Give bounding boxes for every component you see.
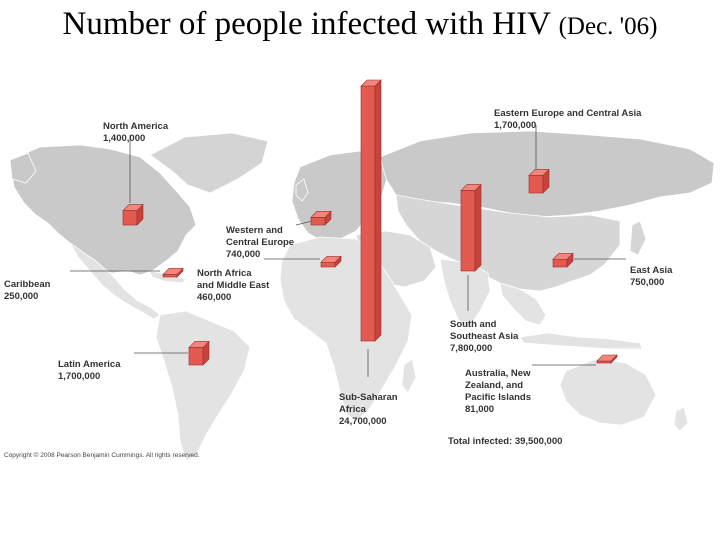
bar-top-sub-saharan-africa [360,79,382,87]
label-australia-nz-pacific: Australia, New Zealand, and Pacific Isla… [465,356,531,428]
north-america-shape [9,144,197,276]
label-latin-america-name: Latin America [58,359,121,370]
label-north-africa-middle-east: North Africa and Middle East 460,000 [197,256,269,316]
bars-layer [122,79,618,366]
label-caribbean-name: Caribbean [4,279,51,290]
label-eastern-europe-value: 1,700,000 [494,120,537,131]
bar-sub-saharan-africa [360,79,382,342]
india-shape [439,258,491,330]
label-east-asia-value: 750,000 [630,277,665,288]
bar-top-east-asia [552,252,574,260]
bar-top-north-america [122,204,144,211]
label-western-central-europe: Western and Central Europe 740,000 [226,213,294,273]
southeast-asia-shape [499,282,547,326]
australia-shape [559,358,657,426]
label-latin-america-value: 1,700,000 [58,371,101,382]
bar-side-sub-saharan-africa [374,79,382,342]
bar-eastern-europe-central-asia [528,168,550,194]
bar-western-central-europe [310,210,332,226]
label-latin-america: Latin America 1,700,000 [58,347,120,395]
bar-front-western-central-europe [310,217,326,226]
label-east-asia: East Asia 750,000 [630,253,672,301]
label-sub-saharan-value: 24,700,000 [339,416,387,427]
alaska-shape [9,152,37,184]
label-south-asia-value: 7,800,000 [450,343,493,354]
bar-australia-nz-pacific [596,354,618,364]
new-zealand-shape [673,406,689,432]
label-eastern-europe-name: Eastern Europe and Central Asia [494,108,642,119]
label-western-europe-value: 740,000 [226,249,261,260]
bar-top-australia-nz-pacific [596,354,618,362]
bar-front-east-asia [552,258,568,268]
label-north-america-name: North America [103,121,169,132]
label-caribbean: Caribbean 250,000 [4,267,50,315]
label-east-asia-name: East Asia [630,265,673,276]
label-north-america-value: 1,400,000 [103,133,146,144]
label-sub-saharan-name: Sub-Saharan Africa [339,392,398,415]
bar-caribbean [162,267,184,278]
bar-top-western-central-europe [310,211,332,218]
label-north-africa-value: 460,000 [197,292,232,303]
world-map-svg [9,79,715,462]
bar-top-eastern-europe-central-asia [528,169,550,176]
bar-front-latin-america [188,347,204,366]
bar-top-caribbean [162,268,184,275]
label-australia-value: 81,000 [465,404,495,415]
bar-front-south-southeast-asia [460,190,476,272]
bar-north-america [122,203,144,226]
bar-north-africa-middle-east [320,255,342,268]
bar-east-asia [552,252,574,268]
label-south-southeast-asia: South and Southeast Asia 7,800,000 [450,307,518,367]
page-title: Number of people infected with HIV (Dec.… [0,6,720,43]
south-america-shape [155,310,251,462]
greenland-shape [149,132,269,194]
bar-south-southeast-asia [460,183,482,272]
bar-front-caribbean [162,274,178,278]
label-sub-saharan-africa: Sub-Saharan Africa 24,700,000 [339,380,398,440]
bar-front-north-africa-middle-east [320,261,336,268]
bar-latin-america [188,340,210,366]
uk-shape [295,178,309,202]
bar-top-north-africa-middle-east [320,255,342,263]
bar-side-south-southeast-asia [474,183,482,272]
label-eastern-europe-central-asia: Eastern Europe and Central Asia 1,700,00… [494,96,641,144]
bar-top-south-southeast-asia [460,184,482,191]
bar-front-north-america [122,210,138,226]
label-caribbean-value: 250,000 [4,291,39,302]
title-subtitle: (Dec. '06) [558,13,658,40]
bar-front-sub-saharan-africa [360,85,376,342]
japan-shape [629,220,647,256]
label-north-africa-name: North Africa and Middle East [197,268,270,291]
leader-western-europe [295,220,313,226]
bar-front-eastern-europe-central-asia [528,175,544,194]
label-south-asia-name: South and Southeast Asia [450,319,519,342]
indonesia-shape [519,332,643,350]
label-north-america: North America 1,400,000 [103,109,168,157]
leader-lines [70,125,626,377]
copyright-notice: Copyright © 2008 Pearson Benjamin Cummin… [4,452,200,459]
label-australia-name: Australia, New Zealand, and Pacific Isla… [465,368,532,403]
label-western-europe-name: Western and Central Europe [226,225,295,248]
bar-top-latin-america [188,341,210,348]
mexico-shape [69,242,161,320]
title-main: Number of people infected with HIV [62,6,551,42]
total-infected: Total infected: 39,500,000 [448,436,563,447]
world-map: North America 1,400,000 Eastern Europe a… [0,75,720,465]
madagascar-shape [401,358,417,394]
